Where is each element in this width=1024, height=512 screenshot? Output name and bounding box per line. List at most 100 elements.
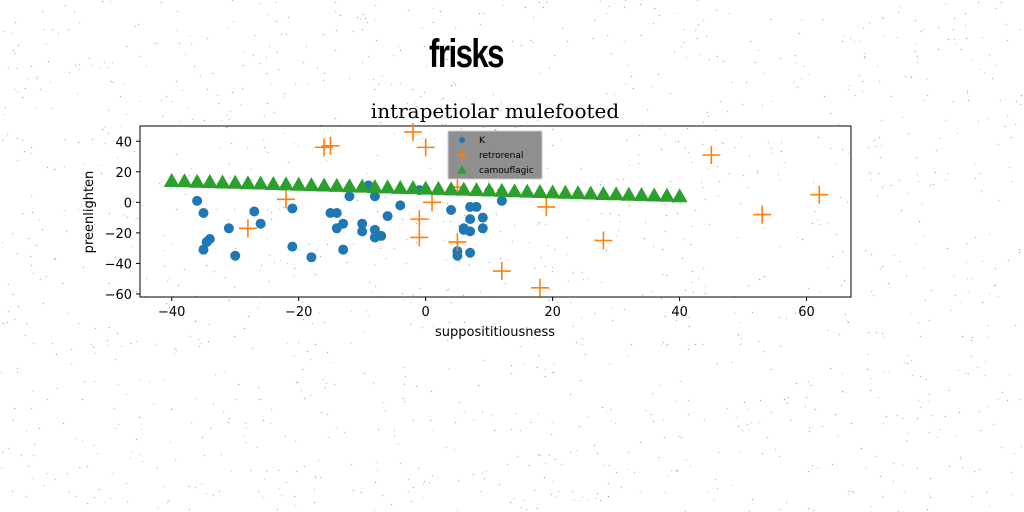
y-axis-label: preenlighten: [82, 171, 97, 254]
legend-label-K: K: [479, 136, 486, 146]
y-tick-label: −40: [105, 257, 132, 272]
x-tick-label: 0: [422, 305, 430, 320]
camouflagic-point: [265, 176, 282, 191]
camouflagic-point: [544, 184, 561, 199]
camouflagic-point: [278, 176, 295, 191]
camouflagic-point: [392, 179, 409, 194]
K-point: [223, 223, 234, 234]
K-point: [198, 244, 209, 255]
figure-supertitle: frisks: [429, 32, 504, 76]
camouflagic-point: [366, 179, 383, 194]
chart-title: intrapetiolar mulefooted: [371, 99, 620, 123]
K-point: [452, 250, 463, 261]
camouflagic-point: [468, 182, 485, 197]
camouflagic-point: [531, 183, 548, 198]
K-point: [338, 218, 349, 229]
retrorenal-point: [423, 193, 442, 212]
K-point: [204, 233, 215, 244]
K-point: [306, 252, 317, 263]
x-tick-label: 40: [671, 305, 688, 320]
K-point: [338, 244, 349, 255]
camouflagic-point: [214, 174, 231, 189]
camouflagic-point: [417, 180, 434, 195]
y-tick-label: −60: [105, 288, 132, 303]
retrorenal-point: [530, 278, 549, 297]
retrorenal-point: [238, 219, 257, 238]
retrorenal-point: [537, 197, 556, 216]
camouflagic-point: [443, 181, 460, 196]
axes-frame: [139, 125, 852, 298]
K-point: [465, 214, 476, 225]
K-point: [287, 241, 298, 252]
camouflagic-point: [557, 184, 574, 199]
retrorenal-point: [492, 262, 511, 281]
camouflagic-point: [620, 186, 637, 201]
camouflagic-point: [176, 173, 193, 188]
retrorenal-point: [448, 233, 467, 252]
y-tick-label: 40: [115, 135, 132, 150]
legend-box: [447, 130, 543, 180]
retrorenal-point: [277, 190, 296, 209]
camouflagic-point: [519, 183, 536, 198]
y-tick-label: 20: [115, 166, 132, 181]
camouflagic-point: [506, 183, 523, 198]
K-point: [376, 230, 387, 241]
camouflagic-point: [595, 185, 612, 200]
series-K: [192, 180, 507, 263]
K-point: [369, 191, 380, 202]
camouflagic-point: [227, 174, 244, 189]
camouflagic-point: [658, 187, 675, 202]
legend-marker-K: [459, 137, 465, 143]
y-tick-label: −20: [105, 227, 132, 242]
camouflagic-point: [316, 177, 333, 192]
x-tick-label: 20: [544, 305, 561, 320]
K-point: [496, 195, 507, 206]
legend-label-camouflagic: camouflagic: [479, 166, 534, 176]
legend-label-retrorenal: retrorenal: [479, 151, 523, 161]
camouflagic-point: [252, 175, 269, 190]
retrorenal-point: [321, 136, 340, 155]
camouflagic-point: [608, 186, 625, 201]
retrorenal-point: [410, 210, 429, 229]
retrorenal-point: [403, 123, 422, 142]
camouflagic-point: [481, 182, 498, 197]
retrorenal-point: [810, 185, 829, 204]
K-point: [369, 224, 380, 235]
camouflagic-point: [201, 174, 218, 189]
camouflagic-point: [430, 180, 447, 195]
camouflagic-point: [455, 181, 472, 196]
K-point: [357, 226, 368, 237]
x-axis-label: supposititiousness: [435, 325, 555, 340]
K-point: [198, 208, 209, 219]
camouflagic-point: [646, 187, 663, 202]
K-point: [382, 211, 393, 222]
legend-marker-retrorenal: [456, 149, 468, 161]
retrorenal-point: [410, 228, 429, 247]
camouflagic-point: [379, 179, 396, 194]
camouflagic-point: [633, 187, 650, 202]
K-point: [249, 206, 260, 217]
camouflagic-point: [303, 177, 320, 192]
x-tick-label: 60: [798, 305, 815, 320]
K-point: [395, 200, 406, 211]
camouflagic-point: [290, 176, 307, 191]
x-tick-label: −40: [158, 305, 185, 320]
camouflagic-point: [354, 178, 371, 193]
K-point: [344, 191, 355, 202]
camouflagic-point: [163, 172, 180, 187]
retrorenal-point: [594, 231, 613, 250]
K-point: [446, 204, 457, 215]
camouflagic-point: [582, 185, 599, 200]
camouflagic-point: [570, 185, 587, 200]
camouflagic-point: [493, 182, 510, 197]
camouflagic-point: [671, 188, 688, 203]
camouflagic-point: [341, 178, 358, 193]
K-point: [331, 208, 342, 219]
series-camouflagic: [163, 172, 688, 203]
K-point: [357, 218, 368, 229]
camouflagic-point: [189, 173, 206, 188]
camouflagic-point: [239, 175, 256, 190]
retrorenal-point: [753, 205, 772, 224]
